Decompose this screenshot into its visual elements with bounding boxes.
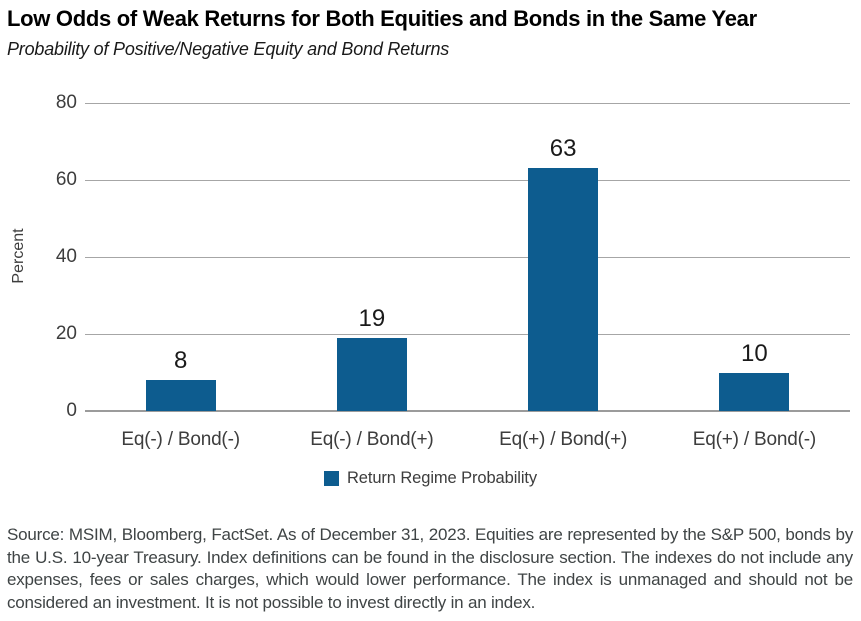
chart-subtitle: Probability of Positive/Negative Equity … (7, 39, 450, 59)
y-tick-label: 0 (66, 400, 77, 421)
y-tick-label: 40 (55, 246, 77, 267)
bar-value-label: 8 (173, 347, 188, 375)
y-axis-label: Percent (10, 228, 27, 284)
y-tick-label: 80 (55, 92, 77, 113)
chart-title: Low Odds of Weak Returns for Both Equiti… (7, 6, 757, 31)
gridline (85, 257, 850, 258)
bar-value-label: 19 (358, 304, 386, 332)
source-note: Source: MSIM, Bloomberg, FactSet. As of … (7, 525, 853, 612)
y-tick-label: 60 (55, 169, 77, 190)
legend: Return Regime Probability (0, 469, 861, 488)
bar-4 (719, 372, 790, 411)
legend-swatch-icon (323, 471, 339, 486)
gridline (85, 103, 850, 104)
bar-value-label: 63 (549, 135, 577, 163)
x-category-label: Eq(-) / Bond(-) (121, 429, 240, 450)
bar-2 (336, 337, 407, 411)
y-tick-label: 20 (55, 323, 77, 344)
gridline (85, 180, 850, 181)
x-category-label: Eq(+) / Bond(+) (499, 429, 628, 450)
legend-label: Return Regime Probability (346, 469, 538, 487)
x-category-label: Eq(-) / Bond(+) (310, 429, 434, 450)
x-axis-line (85, 410, 850, 412)
bar-1 (145, 380, 216, 411)
gridline (85, 334, 850, 335)
bar-3 (528, 168, 599, 411)
bar-value-label: 10 (741, 339, 768, 367)
x-category-label: Eq(+) / Bond(-) (692, 429, 816, 450)
